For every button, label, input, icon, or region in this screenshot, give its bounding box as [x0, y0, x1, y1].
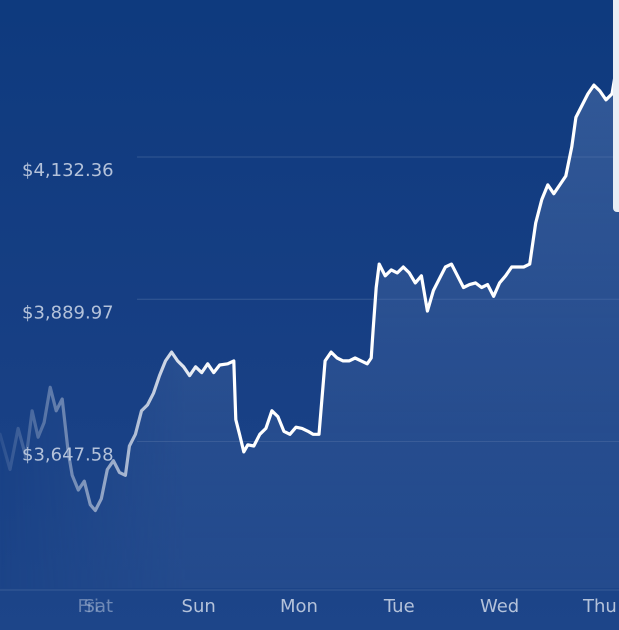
x-tick-label: Thu: [582, 596, 617, 617]
y-tick-label: $4,132.36: [22, 160, 114, 181]
x-tick-label: Sun: [182, 596, 216, 617]
x-tick-label: Fri: [78, 596, 99, 617]
y-axis-labels: $4,132.36 $3,889.97 $3,647.58: [22, 160, 114, 465]
scroll-handle[interactable]: [613, 0, 619, 212]
y-tick-label: $3,889.97: [22, 302, 114, 323]
y-tick-label: $3,647.58: [22, 445, 114, 466]
series-path: [0, 51, 619, 513]
x-tick-label: Mon: [280, 596, 318, 617]
series-line: [0, 51, 619, 513]
area-fill: [0, 52, 619, 589]
x-tick-label: Wed: [480, 596, 519, 617]
x-tick-label: Sat: [84, 596, 114, 617]
series-area: [0, 52, 619, 589]
x-tick-label: Tue: [383, 596, 415, 617]
